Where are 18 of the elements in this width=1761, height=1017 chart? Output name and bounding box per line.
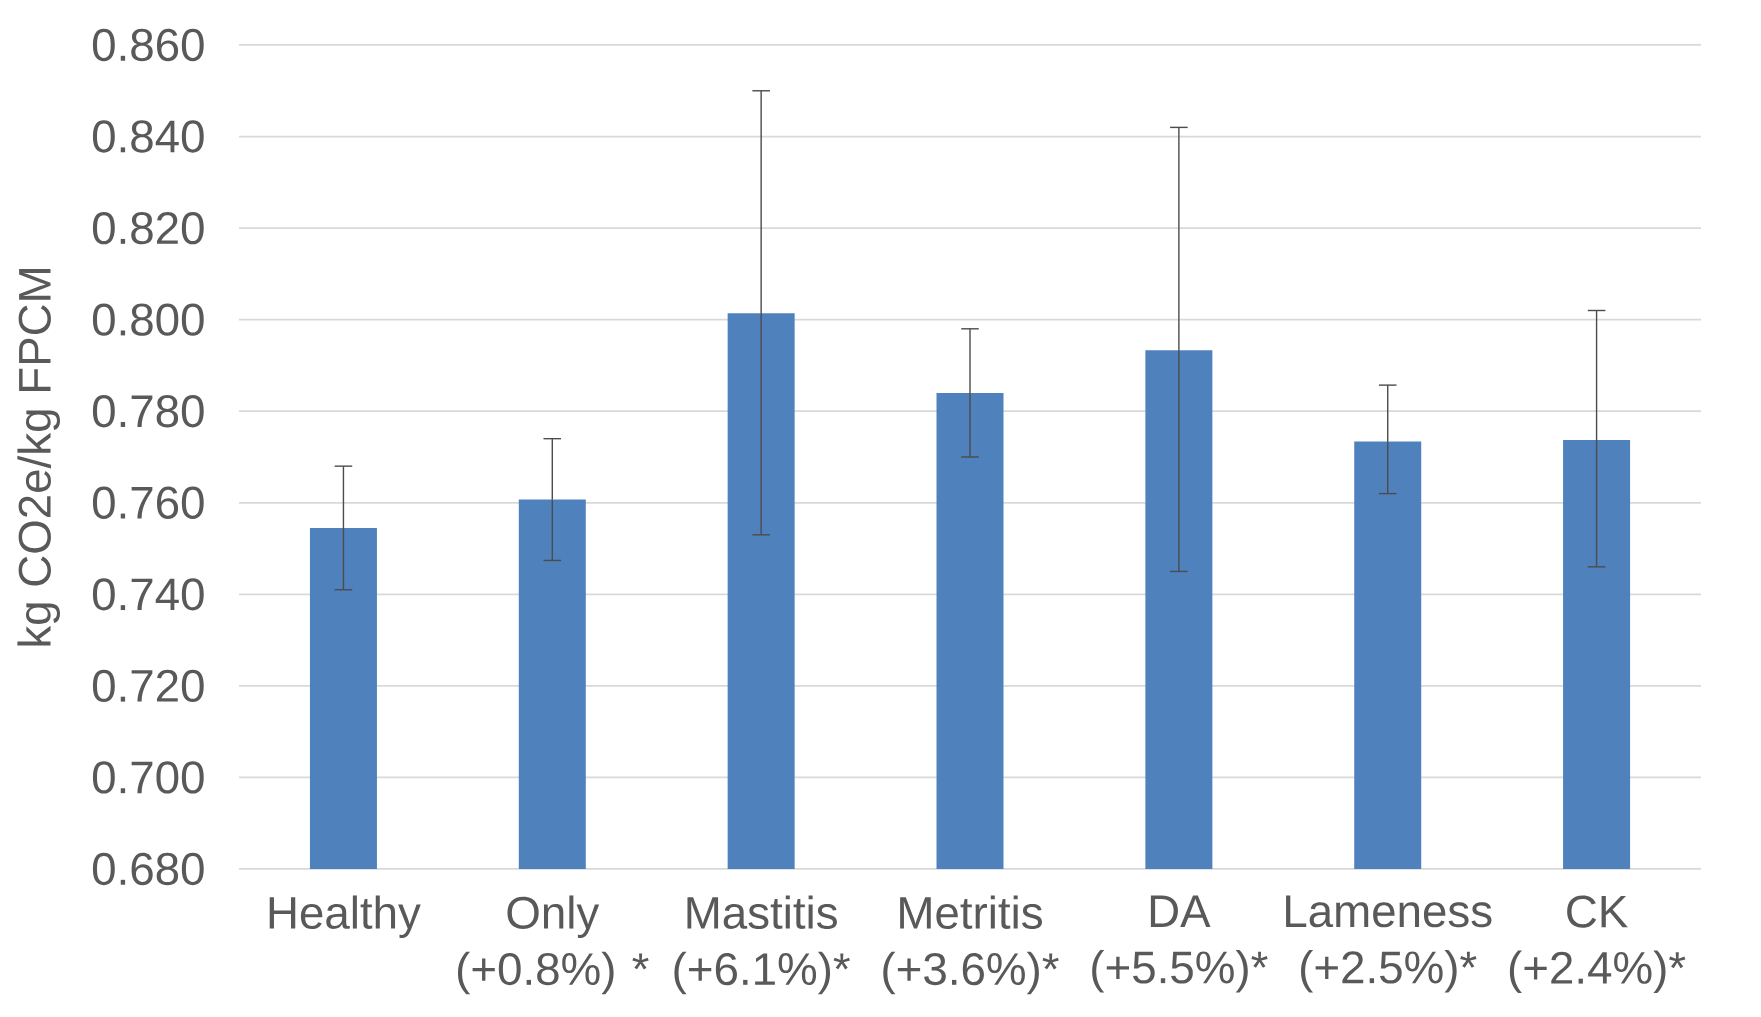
x-tick-label: DA (+5.5%)* [1092,895,1268,993]
y-tick-label: 0.760 [92,486,204,519]
y-tick-label: 0.700 [92,761,204,794]
y-tick-label: 0.780 [92,395,204,428]
y-tick-label: 0.820 [92,211,204,245]
y-tick-label: 0.680 [92,852,204,886]
x-tick-label: Metritis (+3.6%)* [883,895,1059,995]
y-tick-label: 0.860 [92,28,204,62]
x-tick-label: Lameness (+2.5%)* [1286,895,1492,993]
y-axis-title: kg CO2e/kg FPCM [17,269,60,646]
x-tick-label: Only (+0.8%) * [457,895,649,995]
x-tick-label: Mastitis (+6.1%)* [674,895,850,995]
y-tick-label: 0.800 [92,303,204,336]
y-tick-label: 0.840 [92,120,204,153]
x-tick-label: Healthy [269,895,421,939]
y-tick-label: 0.720 [92,669,204,703]
x-tick-label: CK (+2.4%)* [1509,895,1686,994]
y-tick-label: 0.740 [92,578,204,611]
